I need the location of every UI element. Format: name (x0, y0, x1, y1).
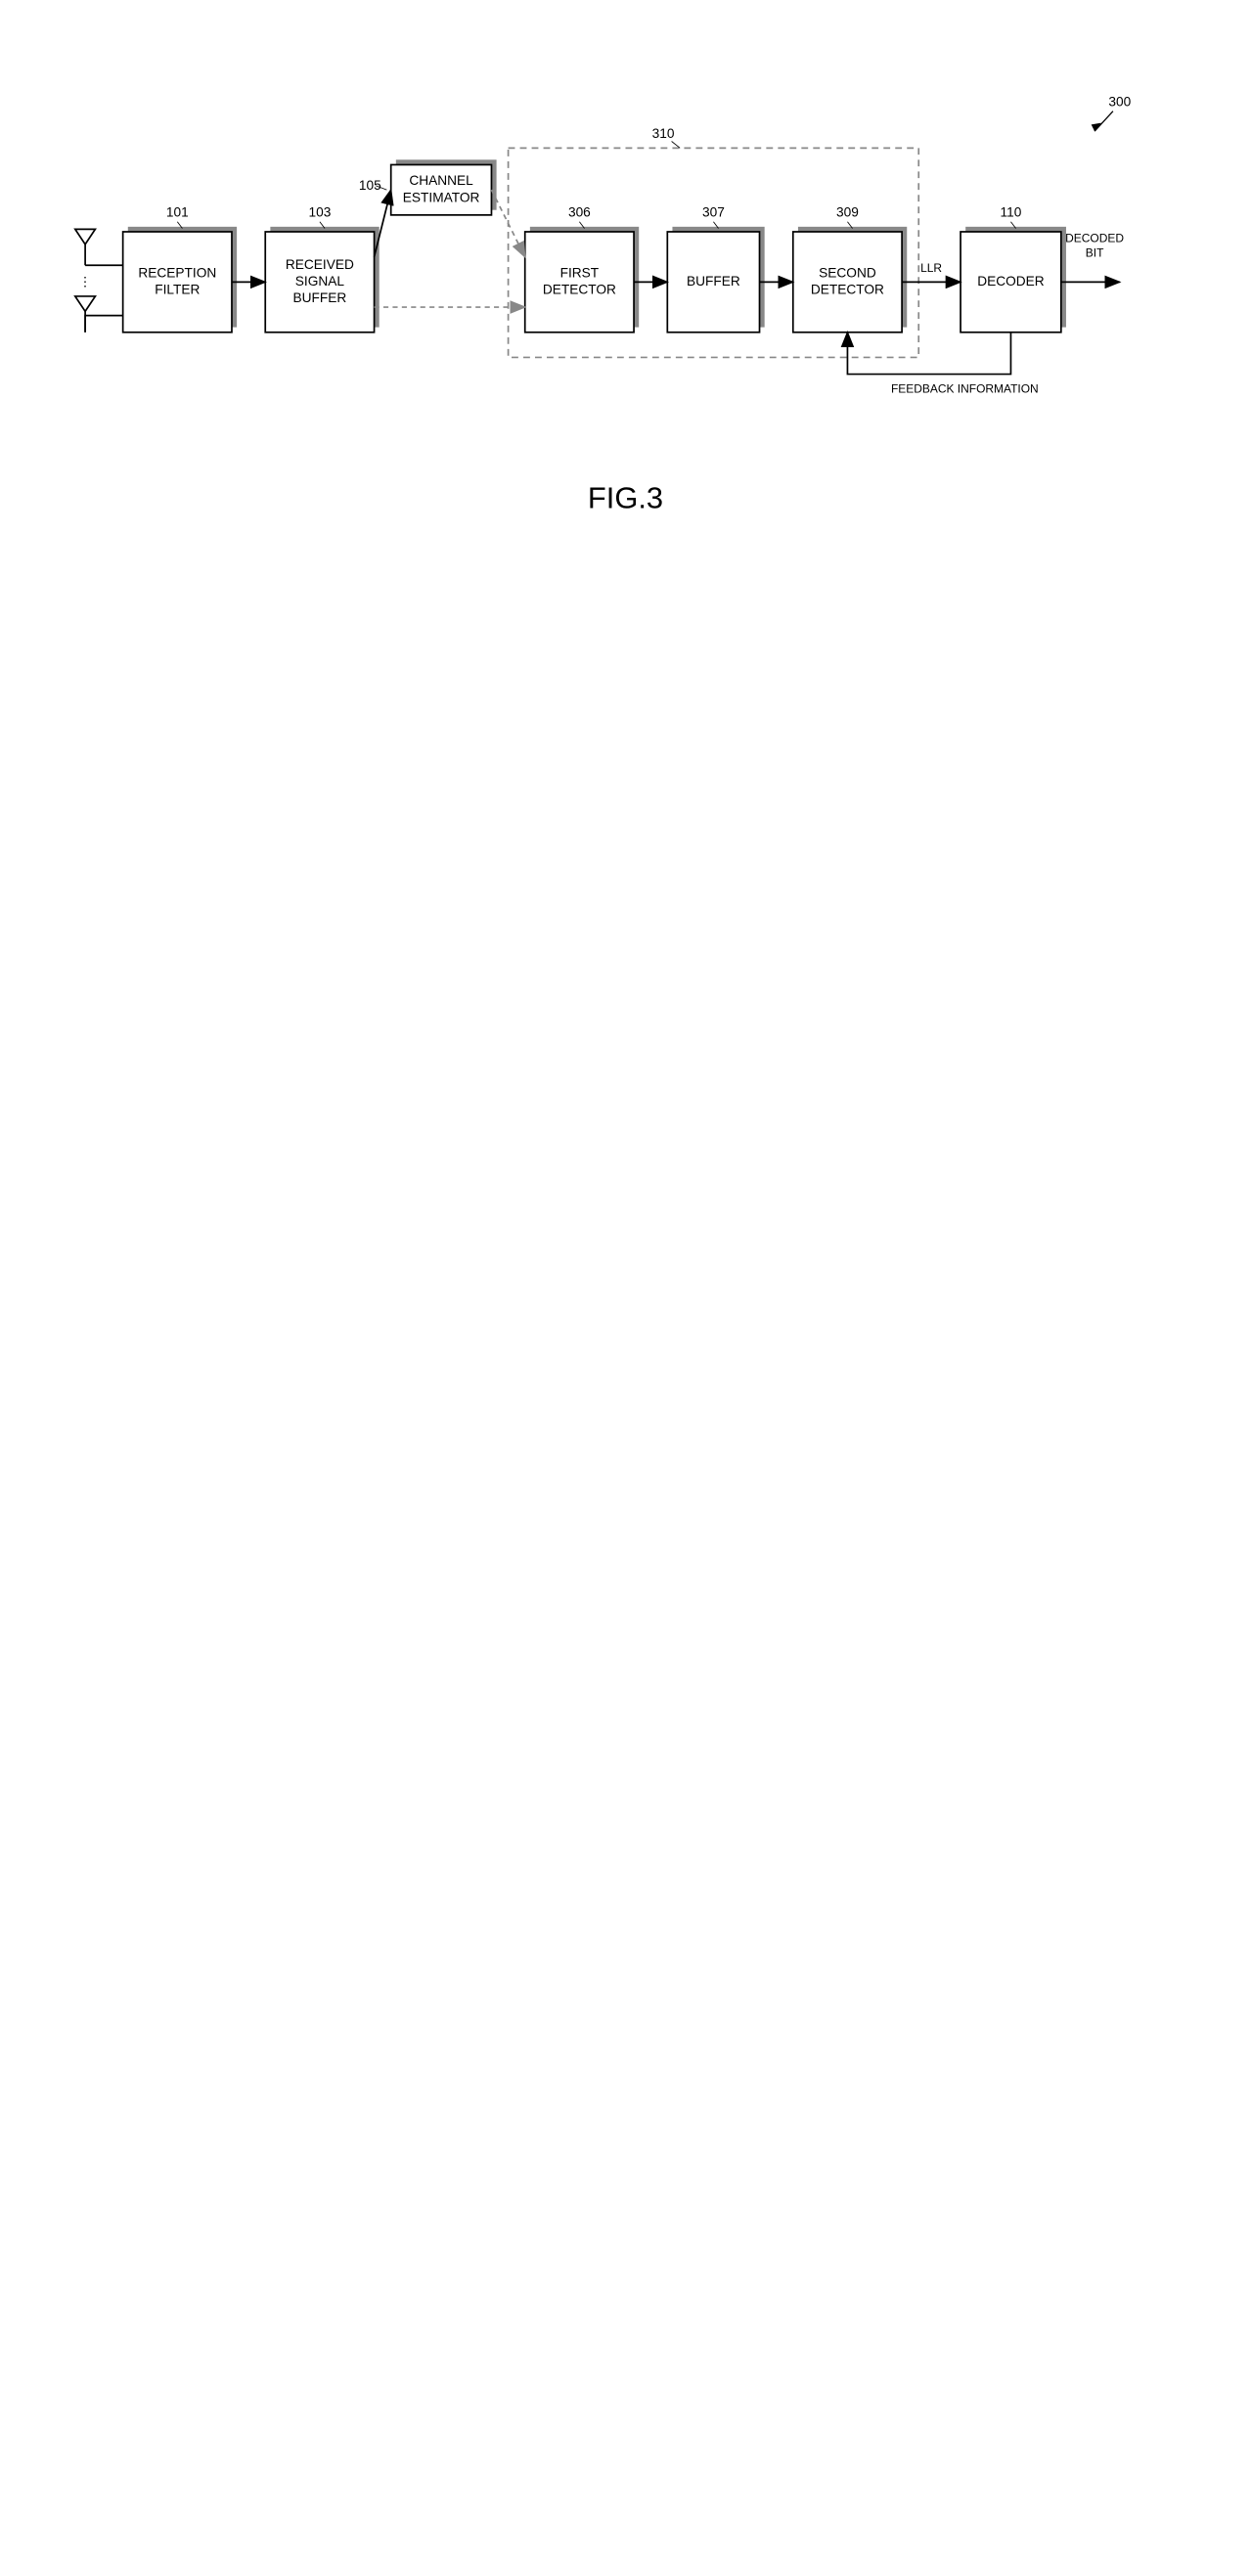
second-detector-id: 309 (836, 205, 859, 220)
second-detector-label: SECOND (819, 265, 876, 280)
connector (375, 190, 391, 257)
llr-label: LLR (920, 261, 942, 275)
detector-group-id: 310 (652, 126, 675, 141)
decoder-label: DECODER (977, 274, 1045, 289)
feedback-label: FEEDBACK INFORMATION (891, 381, 1039, 395)
first-detector-label: DETECTOR (543, 283, 616, 297)
first-detector-label: FIRST (560, 265, 600, 280)
channel-estimator-id: 105 (359, 178, 381, 193)
channel-estimator-label: CHANNEL (409, 173, 473, 188)
first-detector-id: 306 (568, 205, 591, 220)
received-signal-buffer-label: BUFFER (293, 290, 347, 305)
reception-filter-label: FILTER (155, 283, 200, 297)
antenna-top (75, 229, 96, 244)
diagram-id: 300 (1108, 95, 1131, 110)
feedback-path (847, 333, 1010, 375)
decoded-bit-label: DECODED (1065, 231, 1124, 244)
buffer-id: 307 (702, 205, 725, 220)
reception-filter-label: RECEPTION (138, 265, 216, 280)
buffer-label: BUFFER (687, 274, 740, 289)
received-signal-buffer-label: SIGNAL (295, 274, 345, 289)
received-signal-buffer-label: RECEIVED (286, 257, 354, 272)
antenna-dots: ⋮ (78, 275, 92, 289)
diagram-id-leader (1095, 111, 1113, 132)
channel-estimator-label: ESTIMATOR (403, 190, 480, 204)
connector (85, 316, 123, 333)
antenna-bottom (75, 296, 96, 311)
block-diagram: ⋮RECEPTIONFILTER101RECEIVEDSIGNALBUFFER1… (39, 39, 1212, 575)
decoded-bit-label: BIT (1086, 246, 1104, 260)
reception-filter-id: 101 (166, 205, 189, 220)
figure-label: FIG.3 (588, 481, 663, 515)
decoder-id: 110 (1001, 205, 1022, 220)
received-signal-buffer-id: 103 (308, 205, 331, 220)
second-detector-label: DETECTOR (811, 283, 884, 297)
